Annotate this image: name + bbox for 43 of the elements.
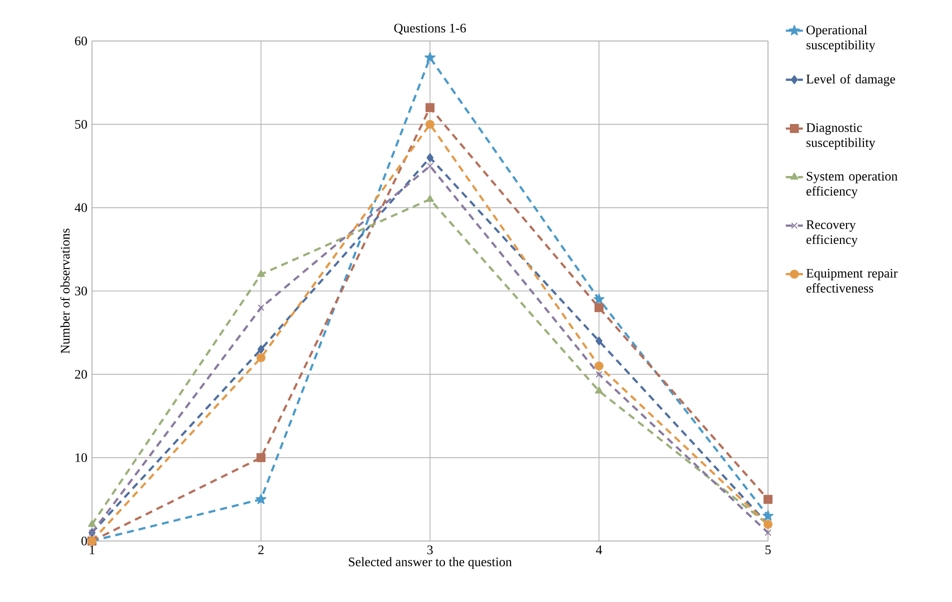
- point: [594, 362, 604, 370]
- point: [258, 344, 265, 354]
- point: [256, 353, 266, 362]
- point: [424, 52, 436, 62]
- y-tick-label: 10: [76, 453, 87, 462]
- point: [762, 510, 774, 521]
- y-tick-label: 0: [81, 536, 87, 546]
- point: [256, 453, 266, 462]
- legend-label: Level of damage: [806, 74, 896, 86]
- legend-label: System operation efficiency: [806, 172, 898, 198]
- y-tick-label: 50: [75, 120, 87, 129]
- point: [594, 294, 604, 304]
- x-tick-label: 2: [258, 546, 264, 554]
- legend-label: Operational susceptibility: [806, 25, 876, 52]
- point: [596, 336, 603, 346]
- point: [426, 153, 434, 162]
- point: [426, 103, 435, 112]
- y-axis-title: Number of observations: [60, 228, 70, 354]
- point: [764, 529, 772, 536]
- point: [596, 371, 602, 378]
- x-tick-label: 4: [596, 546, 602, 554]
- y-tick-label: 40: [74, 203, 87, 212]
- y-tick-label: 60: [75, 36, 87, 46]
- point: [258, 304, 264, 311]
- y-tick-label: 30: [75, 286, 87, 296]
- point: [426, 162, 434, 170]
- legend-label: Diagnostic susceptibility: [806, 123, 876, 150]
- chart-title: Questions 1-6: [394, 24, 466, 34]
- point: [426, 120, 435, 129]
- point: [256, 494, 266, 504]
- x-axis-title: Selected answer to the question: [348, 557, 512, 569]
- point: [257, 270, 265, 277]
- x-tick-label: 1: [90, 546, 94, 554]
- point: [595, 386, 603, 394]
- x-tick-label: 3: [427, 546, 433, 554]
- legend-label: Equipment repair effectiveness: [806, 268, 898, 293]
- x-tick-label: 5: [766, 546, 771, 554]
- legend-label: Recovery efficiency: [806, 220, 858, 247]
- y-tick-label: 20: [75, 370, 87, 379]
- point: [764, 494, 773, 504]
- point: [426, 194, 434, 202]
- point: [88, 520, 96, 527]
- point: [594, 303, 604, 312]
